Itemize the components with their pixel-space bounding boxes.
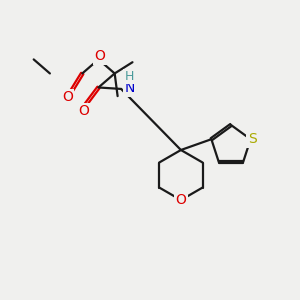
Text: S: S [248,132,256,146]
Text: O: O [176,193,186,207]
Text: N: N [125,81,135,95]
Text: O: O [62,90,73,104]
Text: O: O [94,50,105,64]
Text: O: O [78,104,89,118]
Text: H: H [125,70,134,83]
